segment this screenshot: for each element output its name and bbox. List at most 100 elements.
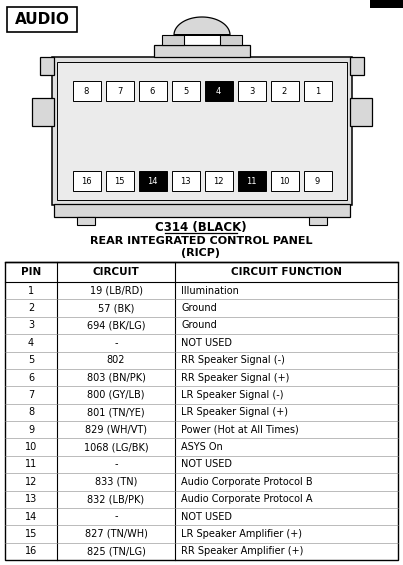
Bar — [7, 7, 77, 32]
Text: 827 (TN/WH): 827 (TN/WH) — [85, 529, 147, 539]
Bar — [162, 35, 184, 45]
Text: LR Speaker Amplifier (+): LR Speaker Amplifier (+) — [181, 529, 302, 539]
Bar — [40, 57, 54, 75]
Bar — [370, 0, 403, 8]
Text: -: - — [114, 338, 118, 348]
Text: NOT USED: NOT USED — [181, 459, 232, 470]
Text: 8: 8 — [28, 407, 34, 418]
Text: 6: 6 — [28, 372, 34, 383]
Text: Power (Hot at All Times): Power (Hot at All Times) — [181, 425, 299, 434]
Text: 57 (BK): 57 (BK) — [98, 303, 134, 313]
Bar — [57, 62, 347, 200]
Text: 5: 5 — [183, 86, 188, 95]
Text: LR Speaker Signal (-): LR Speaker Signal (-) — [181, 390, 283, 400]
Bar — [73, 81, 100, 101]
Text: Audio Corporate Protocol B: Audio Corporate Protocol B — [181, 477, 313, 487]
Text: RR Speaker Amplifier (+): RR Speaker Amplifier (+) — [181, 546, 303, 557]
Bar — [270, 81, 299, 101]
Text: 7: 7 — [28, 390, 34, 400]
Text: 11: 11 — [25, 459, 37, 470]
Text: CIRCUIT FUNCTION: CIRCUIT FUNCTION — [231, 267, 342, 277]
Text: 4: 4 — [28, 338, 34, 348]
Text: LR Speaker Signal (+): LR Speaker Signal (+) — [181, 407, 288, 418]
Text: 9: 9 — [315, 176, 320, 185]
Text: 9: 9 — [28, 425, 34, 434]
Text: 1: 1 — [315, 86, 320, 95]
Bar — [106, 81, 133, 101]
Text: 825 (TN/LG): 825 (TN/LG) — [87, 546, 145, 557]
Text: 13: 13 — [25, 494, 37, 504]
Text: 4: 4 — [216, 86, 221, 95]
Bar — [220, 35, 242, 45]
Text: NOT USED: NOT USED — [181, 338, 232, 348]
Bar — [270, 171, 299, 191]
Text: C314 (BLACK): C314 (BLACK) — [155, 220, 247, 233]
Bar — [204, 81, 233, 101]
Text: (RICP): (RICP) — [181, 248, 220, 258]
Bar — [73, 171, 100, 191]
Bar — [52, 57, 352, 205]
Bar — [5, 262, 398, 560]
Text: 2: 2 — [28, 303, 34, 313]
Text: NOT USED: NOT USED — [181, 511, 232, 521]
Text: Audio Corporate Protocol A: Audio Corporate Protocol A — [181, 494, 312, 504]
Bar — [54, 204, 350, 217]
Bar — [139, 171, 166, 191]
Text: 19 (LB/RD): 19 (LB/RD) — [89, 286, 143, 295]
Text: 829 (WH/VT): 829 (WH/VT) — [85, 425, 147, 434]
Bar — [237, 81, 266, 101]
Bar — [77, 217, 95, 225]
Bar — [32, 98, 54, 126]
Text: 3: 3 — [249, 86, 254, 95]
Text: 800 (GY/LB): 800 (GY/LB) — [87, 390, 145, 400]
Text: 803 (BN/PK): 803 (BN/PK) — [87, 372, 145, 383]
Text: CIRCUIT: CIRCUIT — [93, 267, 139, 277]
Bar — [350, 98, 372, 126]
Bar — [303, 171, 332, 191]
Text: 15: 15 — [114, 176, 125, 185]
Text: REAR INTEGRATED CONTROL PANEL: REAR INTEGRATED CONTROL PANEL — [90, 236, 312, 246]
Text: 12: 12 — [213, 176, 224, 185]
Text: 6: 6 — [150, 86, 155, 95]
Text: 8: 8 — [84, 86, 89, 95]
Text: 833 (TN): 833 (TN) — [95, 477, 137, 487]
Bar — [172, 81, 199, 101]
Text: 13: 13 — [180, 176, 191, 185]
Text: 12: 12 — [25, 477, 37, 487]
Text: Ground: Ground — [181, 303, 217, 313]
Text: 16: 16 — [81, 176, 92, 185]
Text: 14: 14 — [25, 511, 37, 521]
Text: PIN: PIN — [21, 267, 41, 277]
Text: 5: 5 — [28, 355, 34, 365]
Text: 14: 14 — [147, 176, 158, 185]
Polygon shape — [174, 17, 230, 35]
Text: 1068 (LG/BK): 1068 (LG/BK) — [84, 442, 148, 452]
Bar — [350, 57, 364, 75]
Text: ASYS On: ASYS On — [181, 442, 223, 452]
Bar — [106, 171, 133, 191]
Text: 802: 802 — [107, 355, 125, 365]
Bar — [154, 45, 250, 57]
Bar — [204, 171, 233, 191]
Bar — [237, 171, 266, 191]
Text: 15: 15 — [25, 529, 37, 539]
Bar — [309, 217, 327, 225]
Text: 16: 16 — [25, 546, 37, 557]
Text: RR Speaker Signal (-): RR Speaker Signal (-) — [181, 355, 285, 365]
Bar — [303, 81, 332, 101]
Text: 801 (TN/YE): 801 (TN/YE) — [87, 407, 145, 418]
Text: RR Speaker Signal (+): RR Speaker Signal (+) — [181, 372, 289, 383]
Bar — [172, 171, 199, 191]
Text: 832 (LB/PK): 832 (LB/PK) — [87, 494, 145, 504]
Bar — [139, 81, 166, 101]
Text: 2: 2 — [282, 86, 287, 95]
Text: 3: 3 — [28, 320, 34, 331]
Text: 694 (BK/LG): 694 (BK/LG) — [87, 320, 145, 331]
Text: Illumination: Illumination — [181, 286, 239, 295]
Text: -: - — [114, 511, 118, 521]
Text: 10: 10 — [279, 176, 290, 185]
Text: 1: 1 — [28, 286, 34, 295]
Text: 11: 11 — [246, 176, 257, 185]
Text: 7: 7 — [117, 86, 122, 95]
Text: -: - — [114, 459, 118, 470]
